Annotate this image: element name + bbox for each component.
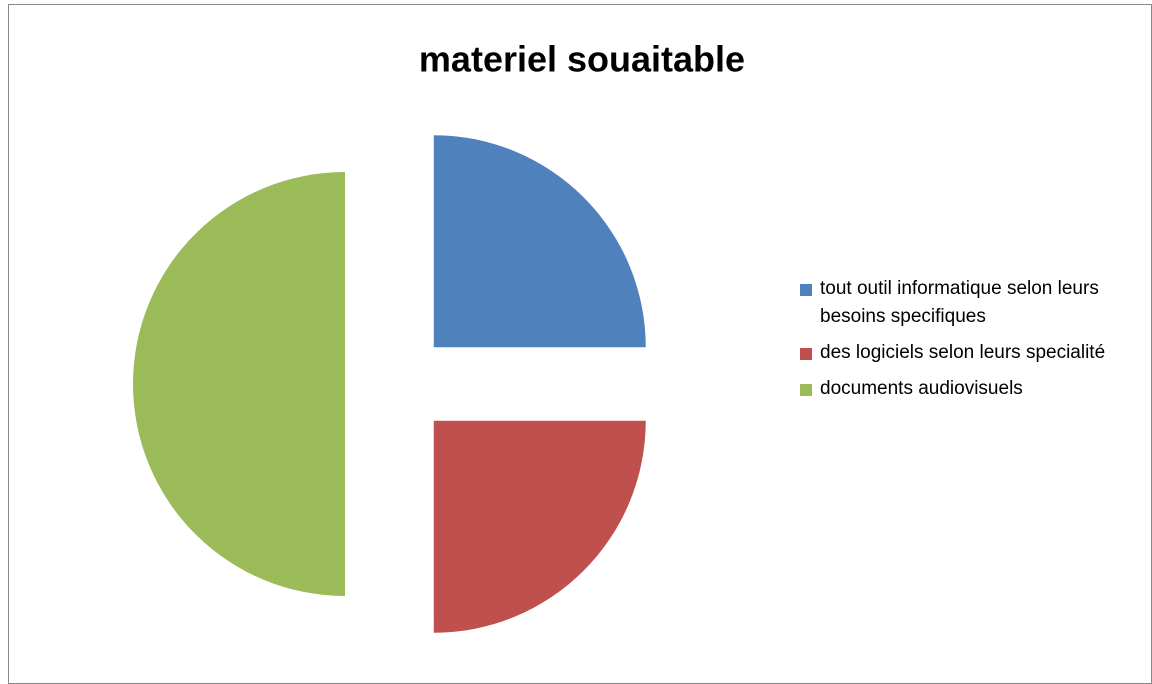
legend-item: tout outil informatique selon leurs beso… [800,275,1145,331]
legend-item: documents audiovisuels [800,375,1145,403]
legend: tout outil informatique selon leurs beso… [800,275,1145,411]
legend-swatch [800,384,812,396]
legend-label: des logiciels selon leurs specialité [820,342,1106,363]
legend-swatch [800,348,812,360]
legend-label: tout outil informatique selon leurs beso… [820,278,1099,327]
pie-slice [433,420,646,633]
pie-slice [433,135,646,348]
legend-swatch [800,284,812,296]
legend-label: documents audiovisuels [820,378,1023,399]
chart-title: materiel souaitable [419,39,745,80]
legend-item: des logiciels selon leurs specialité [800,339,1145,367]
pie-slice [133,172,345,596]
